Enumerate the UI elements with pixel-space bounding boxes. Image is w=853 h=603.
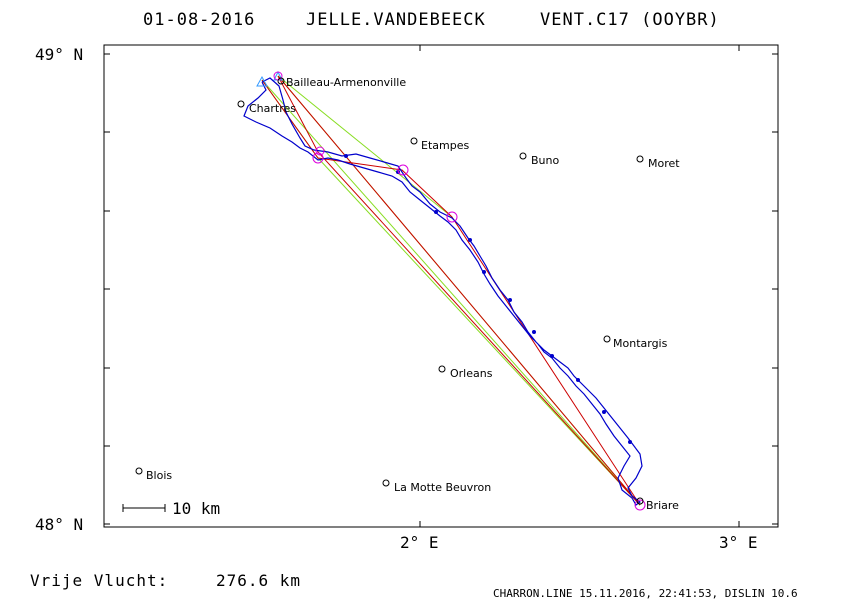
software-credit: CHARRON.LINE 15.11.2016, 22:41:53, DISLI… [493,587,798,600]
glider-name: VENT.C17 (OOYBR) [540,10,720,30]
city-marker-orleans [438,365,446,373]
task-route [261,75,641,506]
distance-label: Vrije Vlucht: [30,571,168,590]
lat-label-top: 49° N [35,45,83,64]
city-label-lamotte: La Motte Beuvron [394,481,491,494]
map-frame [103,44,779,528]
city-label-moret: Moret [648,157,680,170]
city-marker-lamotte [382,479,390,487]
pilot-name: JELLE.VANDEBEECK [306,10,486,30]
city-label-etampes: Etampes [421,139,469,152]
city-markers [135,77,644,505]
city-marker-briare [636,497,644,505]
lat-ticks-right [772,53,778,525]
gps-track [243,77,643,506]
lat-label-bottom: 48° N [35,515,83,534]
city-marker-moret [636,155,644,163]
city-label-blois: Blois [146,469,172,482]
city-marker-buno [519,152,527,160]
scale-bar [122,504,166,512]
city-marker-etampes [410,137,418,145]
city-marker-chartres [237,100,245,108]
city-labels: Bailleau-Armenonville Chartres Etampes B… [146,76,680,512]
city-marker-montargis [603,335,611,343]
lon-ticks-bottom [419,521,740,527]
city-label-briare: Briare [646,499,679,512]
city-label-orleans: Orleans [450,367,493,380]
city-label-bailleau: Bailleau-Armenonville [286,76,406,89]
distance-value: 276.6 km [216,571,301,590]
flight-date: 01-08-2016 [143,10,255,30]
city-marker-blois [135,467,143,475]
city-label-montargis: Montargis [613,337,668,350]
lon-label-left: 2° E [400,533,439,552]
city-marker-bailleau [277,77,285,85]
wind-markers [344,154,632,444]
lon-label-right: 3° E [719,533,758,552]
city-label-chartres: Chartres [249,102,296,115]
city-label-buno: Buno [531,154,559,167]
lon-ticks-top [419,45,740,51]
lat-ticks-left [104,53,110,525]
scale-bar-label: 10 km [172,499,220,518]
